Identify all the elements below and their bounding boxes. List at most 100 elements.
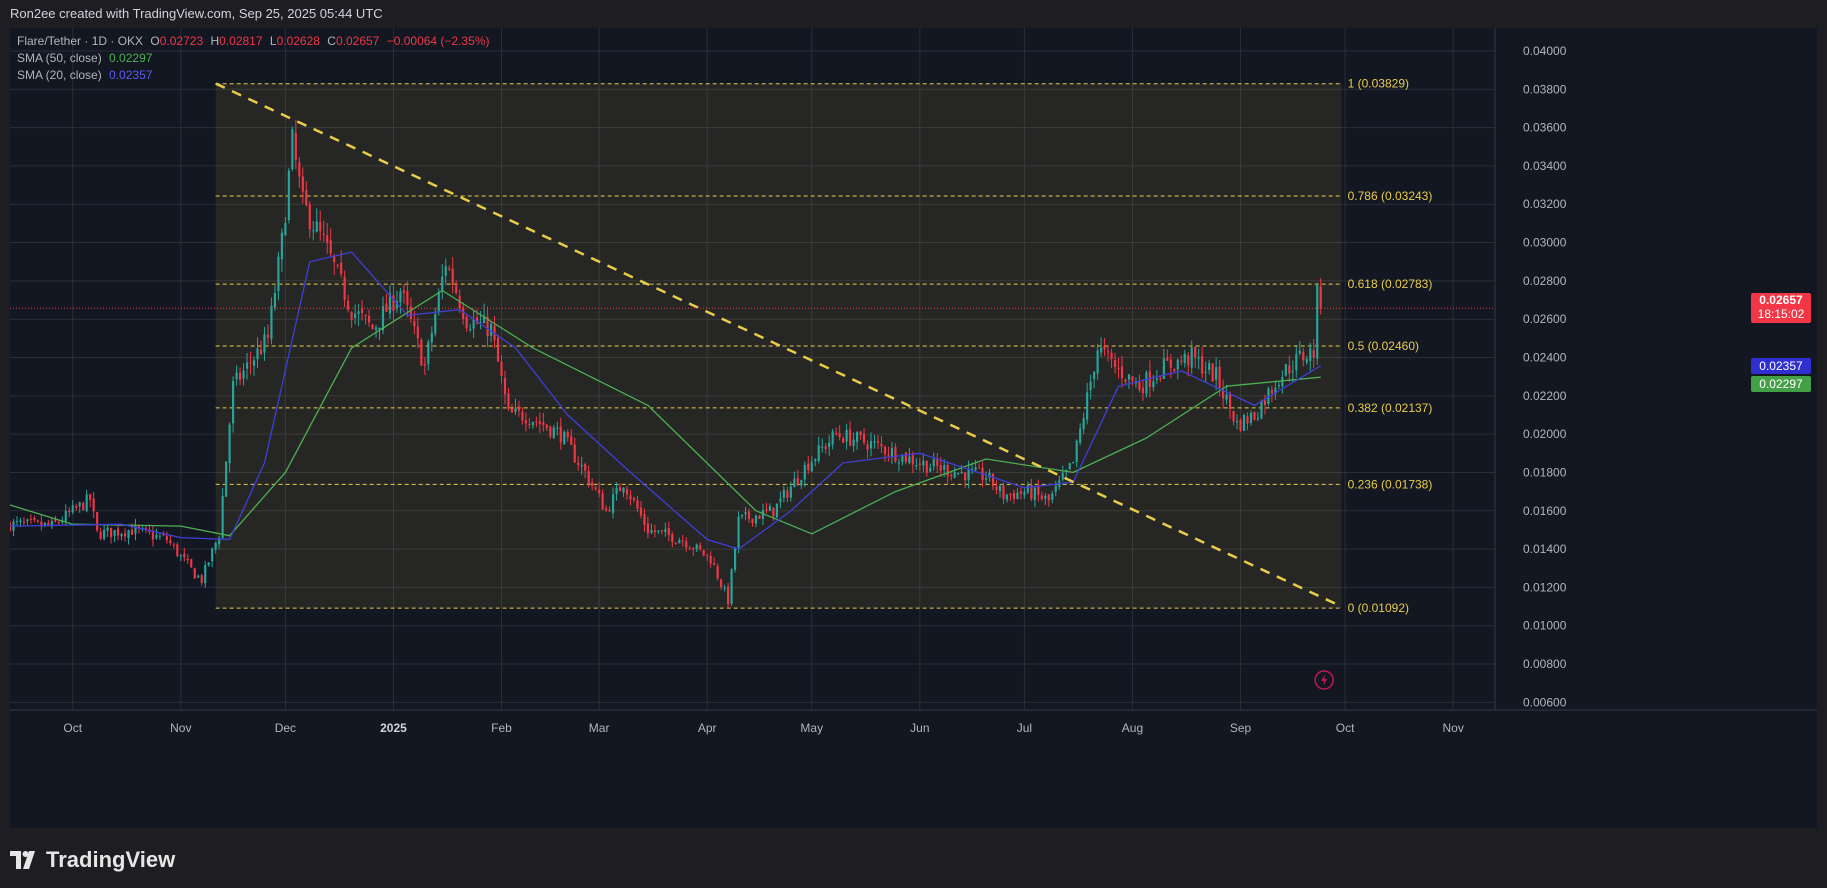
candle-body: [169, 540, 172, 544]
tradingview-logo[interactable]: TradingView: [10, 840, 175, 880]
candle-body: [1061, 473, 1064, 480]
open-label: O: [150, 34, 160, 48]
candle-body: [1131, 376, 1134, 381]
sma20-line: [10, 251, 1322, 550]
candle-body: [120, 534, 123, 537]
candle-body: [1242, 415, 1246, 431]
candle-body: [521, 411, 524, 421]
candle-body: [402, 290, 405, 293]
candle-body: [388, 293, 392, 314]
candle-body: [685, 540, 688, 548]
candle-body: [451, 268, 454, 285]
candle-body: [1009, 493, 1012, 495]
candle-body: [64, 510, 67, 522]
candle-body: [462, 307, 465, 319]
candle-body: [528, 424, 531, 426]
candle-body: [1319, 286, 1322, 309]
fib-level-label: 0.786 (0.03243): [1348, 189, 1433, 203]
candle-body: [890, 447, 894, 457]
candle-body: [577, 462, 580, 465]
candle-body: [1072, 461, 1075, 463]
symbol-name[interactable]: Flare/Tether · 1D · OKX: [17, 34, 144, 48]
candle-body: [1183, 353, 1186, 364]
open-value: 0.02723: [159, 34, 204, 48]
candle-body: [601, 493, 604, 510]
candle-body: [252, 360, 256, 366]
sma20-price-tag: 0.02357: [1751, 357, 1811, 374]
candle-body: [1263, 400, 1267, 406]
candle-body: [294, 132, 297, 160]
candle-body: [85, 494, 88, 512]
candle-body: [775, 503, 778, 518]
bar-countdown: 18:15:02: [1757, 307, 1805, 322]
candle-body: [211, 548, 214, 562]
candle-body: [570, 436, 573, 446]
tradingview-brand: TradingView: [46, 847, 176, 872]
candle-body: [563, 431, 566, 445]
candle-body: [284, 222, 287, 236]
candle-body: [946, 465, 949, 477]
candle-body: [758, 515, 761, 519]
candle-body: [1113, 360, 1117, 367]
candle-body: [702, 549, 705, 556]
candle-body: [444, 266, 447, 276]
chart-panel[interactable]: 1 (0.03829) 0.786 (0.03243) 0.618 (0.02783…: [10, 28, 1817, 828]
candle-body: [876, 441, 880, 443]
candle-body: [664, 529, 667, 532]
candle-body: [1117, 367, 1120, 369]
candle-body: [89, 494, 92, 500]
candle-body: [1246, 416, 1249, 424]
candle-body: [40, 521, 43, 527]
time-axis[interactable]: Oct Nov Dec 2025 Feb Mar Apr May Jun Jul Aug Sep Oct…: [10, 709, 1817, 735]
candle-body: [869, 440, 873, 449]
candle-body: [625, 488, 629, 495]
candle-body: [155, 534, 158, 539]
candle-body: [15, 521, 19, 523]
price-chart[interactable]: 1 (0.03829) 0.786 (0.03243) 0.618 (0.02783…: [10, 28, 1817, 828]
sma50-label[interactable]: SMA (50, close): [17, 51, 102, 65]
candle-body: [772, 507, 775, 517]
candle-body: [632, 498, 636, 500]
candle-body: [1312, 350, 1315, 358]
candle-body: [336, 264, 339, 266]
candle-body: [932, 459, 935, 467]
candle-body: [807, 463, 810, 471]
candle-body: [151, 532, 155, 540]
candle-body: [842, 438, 845, 443]
candle-body: [350, 312, 353, 320]
candle-body: [1068, 462, 1071, 470]
candle-body: [542, 422, 545, 426]
candle-body: [1222, 389, 1225, 399]
candle-body: [1197, 357, 1200, 359]
sma20-label[interactable]: SMA (20, close): [17, 68, 102, 82]
candle-body: [1044, 496, 1047, 499]
candle-body: [1100, 347, 1103, 353]
fib-levels: 1 (0.03829) 0.786 (0.03243) 0.618 (0.02783…: [215, 77, 1433, 615]
high-value: 0.02817: [219, 34, 263, 48]
candle-body: [225, 461, 228, 497]
candle-body: [10, 522, 12, 531]
candle-body: [1033, 487, 1036, 501]
candle-body: [580, 464, 583, 467]
low-label: L: [269, 34, 277, 48]
candle-body: [733, 547, 737, 570]
candle-body: [483, 315, 486, 324]
candle-body: [287, 170, 290, 221]
lightning-bolt: [1321, 674, 1328, 686]
candle-body: [1211, 363, 1214, 382]
low-value: 0.02628: [276, 34, 320, 48]
candle-body: [71, 505, 74, 513]
candle-body: [232, 380, 235, 424]
candle-body: [789, 486, 792, 498]
candle-body: [671, 534, 674, 543]
candle-body: [971, 468, 974, 470]
candle-body: [545, 424, 548, 429]
candle-body: [1145, 372, 1148, 394]
candle-body: [643, 513, 646, 525]
price-axis[interactable]: 0.04000 0.03800 0.03600 0.03400 0.03200 0.030…: [1494, 28, 1817, 828]
candle-body: [922, 460, 925, 466]
candle-body: [566, 431, 569, 437]
candle-body: [280, 232, 283, 260]
price-tick-label: 0.00800: [1523, 657, 1567, 671]
candle-body: [510, 408, 514, 413]
